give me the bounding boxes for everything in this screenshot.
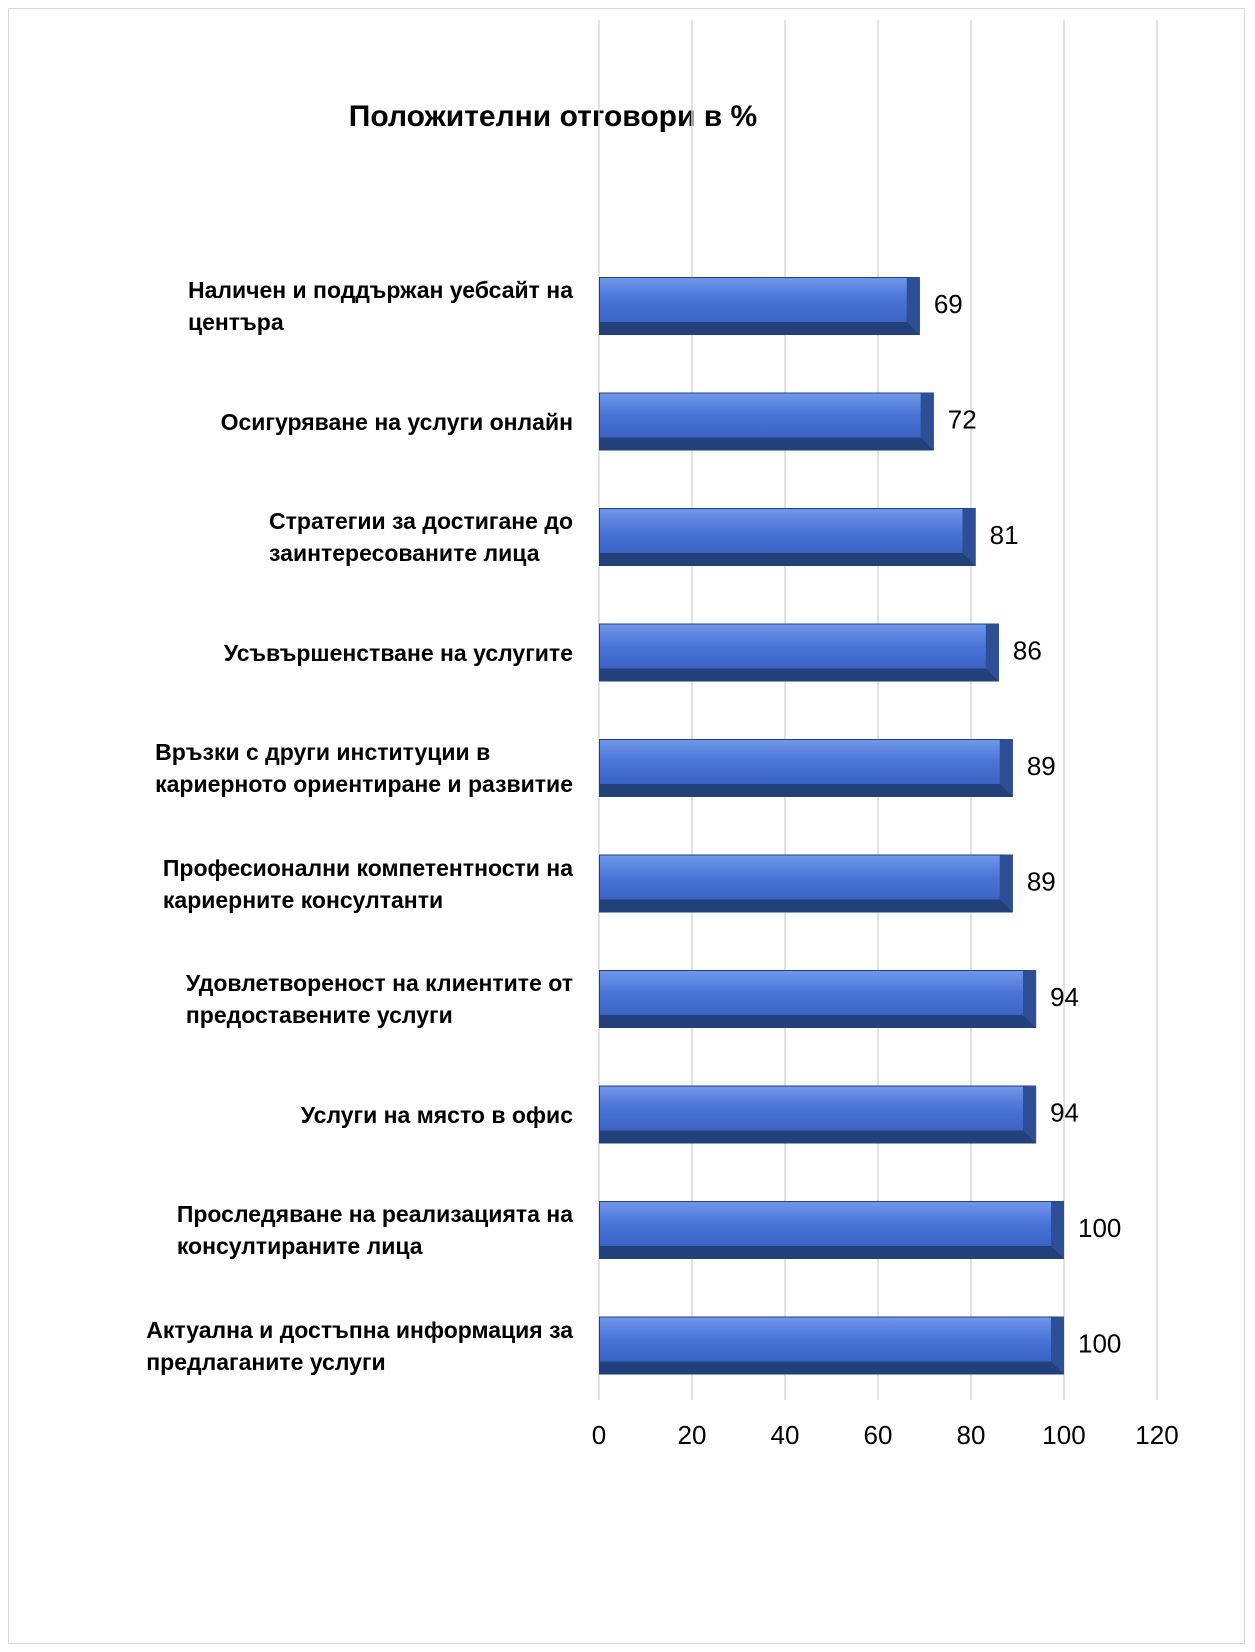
x-tick-label: 100 bbox=[1042, 1420, 1085, 1450]
y-tick-label: Наличен и поддържан уебсайт на центъра bbox=[187, 277, 573, 335]
bar-bevel bbox=[1023, 1085, 1037, 1144]
chart-frame bbox=[8, 8, 1245, 1644]
y-tick-label: Осигуряване на услуги онлайн bbox=[220, 408, 573, 435]
bar-face bbox=[600, 1202, 1051, 1246]
bar-face bbox=[600, 971, 1024, 1015]
bar-bevel bbox=[999, 854, 1013, 913]
bar-bevel bbox=[920, 392, 934, 451]
bar-face bbox=[600, 624, 986, 669]
bar-bevel bbox=[1023, 970, 1037, 1028]
y-tick-label: Усъвършенстване на услугите bbox=[223, 639, 573, 666]
bar-face bbox=[600, 509, 963, 553]
y-tick-label: Стратегии за достигане до заинтересовани… bbox=[269, 508, 573, 566]
value-label: 100 bbox=[1078, 1213, 1121, 1243]
bar-bevel bbox=[1051, 1201, 1064, 1259]
bar-face bbox=[600, 393, 921, 438]
value-label: 81 bbox=[990, 520, 1019, 550]
y-tick-label: Актуална и достъпна информация за предла… bbox=[146, 1316, 573, 1375]
bar-face bbox=[600, 855, 1000, 900]
x-tick-label: 60 bbox=[864, 1420, 893, 1450]
bar-face bbox=[600, 1317, 1051, 1362]
value-label: 100 bbox=[1078, 1328, 1121, 1358]
x-tick-label: 120 bbox=[1135, 1420, 1178, 1450]
bar-bevel bbox=[962, 508, 976, 566]
value-label: 89 bbox=[1027, 866, 1056, 896]
bar-bevel bbox=[999, 739, 1013, 797]
value-label: 89 bbox=[1027, 751, 1056, 781]
bar-face bbox=[600, 278, 907, 322]
y-tick-label: Професионални компетентности на кариерни… bbox=[162, 854, 573, 913]
x-tick-label: 80 bbox=[957, 1420, 986, 1450]
bar-bevel bbox=[906, 277, 920, 335]
x-tick-label: 0 bbox=[592, 1420, 606, 1450]
y-tick-label: Удовлетвореност на клиентите от предоста… bbox=[185, 970, 573, 1028]
y-tick-label: Услуги на място в офис bbox=[300, 1101, 573, 1128]
value-label: 86 bbox=[1013, 635, 1042, 665]
value-label: 72 bbox=[948, 404, 977, 434]
bar-face bbox=[600, 740, 1000, 784]
value-label: 69 bbox=[934, 289, 963, 319]
x-tick-label: 20 bbox=[678, 1420, 707, 1450]
y-tick-label: Проследяване на реализацията на консулти… bbox=[176, 1201, 573, 1259]
x-tick-label: 40 bbox=[771, 1420, 800, 1450]
value-label: 94 bbox=[1050, 1097, 1079, 1127]
bar-bevel bbox=[985, 623, 999, 682]
chart-title: Положителни отговори в % bbox=[349, 100, 757, 133]
value-label: 94 bbox=[1050, 982, 1079, 1012]
y-tick-label: Връзки с други институции в кариерното о… bbox=[155, 739, 573, 797]
bar-bevel bbox=[1051, 1316, 1064, 1375]
bar-face bbox=[600, 1086, 1024, 1131]
